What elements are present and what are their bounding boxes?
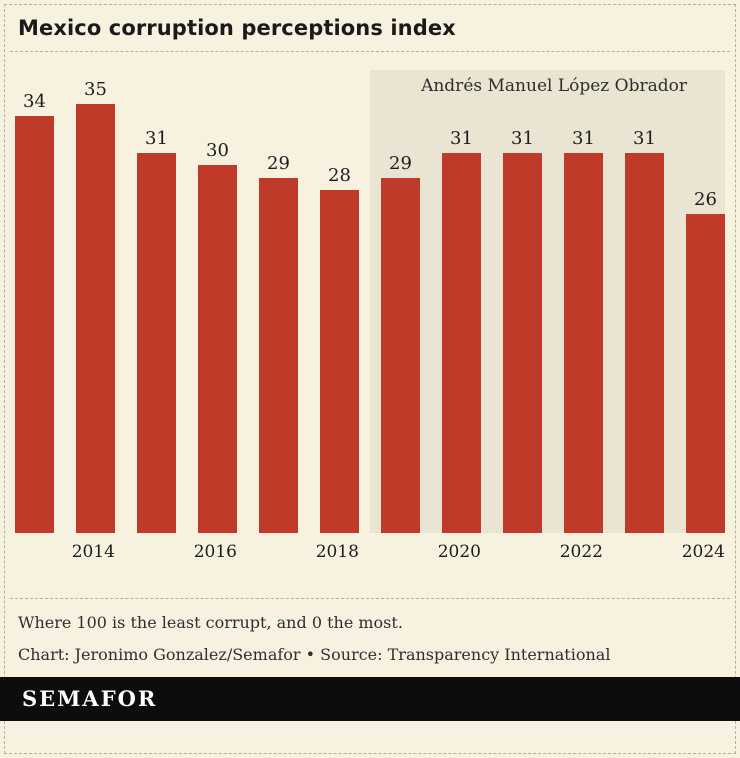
- x-tick-label: 2014: [71, 542, 115, 562]
- x-axis-labels: 2014 2016 2018 2020 2022 2024: [15, 533, 725, 563]
- bar-column: 31: [625, 56, 664, 533]
- x-tick-label: [625, 542, 660, 563]
- bar-column: 31: [564, 56, 603, 533]
- semafor-logo: SEMAFOR: [22, 686, 158, 712]
- bar-value-label: 34: [23, 91, 46, 112]
- x-tick-label: [381, 542, 416, 563]
- header-divider: [10, 51, 730, 52]
- chart-area: Andrés Manuel López Obrador 34 35 31 30 29 28…: [0, 52, 740, 563]
- x-tick-label: [503, 542, 538, 563]
- x-tick-label: [137, 542, 172, 563]
- bar-value-label: 35: [84, 79, 107, 100]
- bar-column: 35: [76, 56, 115, 533]
- bar-value-label: 30: [206, 140, 229, 161]
- bar-column: 31: [137, 56, 176, 533]
- bar: [564, 153, 603, 533]
- bar-column: 28: [320, 56, 359, 533]
- bar-column: 30: [198, 56, 237, 533]
- footer-bar: SEMAFOR: [0, 676, 740, 721]
- bar-column: 31: [442, 56, 481, 533]
- bar: [442, 153, 481, 533]
- x-tick-label: 2022: [559, 542, 603, 562]
- chart-description: Where 100 is the least corrupt, and 0 th…: [18, 613, 403, 632]
- plot-area: Andrés Manuel López Obrador 34 35 31 30 29 28…: [15, 56, 725, 533]
- amlo-annotation-label: Andrés Manuel López Obrador: [421, 76, 687, 96]
- x-tick-label: 2018: [315, 542, 359, 562]
- chart-credit: Chart: Jeronimo Gonzalez/Semafor • Sourc…: [18, 644, 611, 664]
- bar-value-label: 28: [328, 165, 351, 186]
- bar: [320, 190, 359, 533]
- x-tick-label: [259, 542, 294, 563]
- bar: [625, 153, 664, 533]
- x-tick-label: [15, 542, 50, 563]
- bar-value-label: 29: [267, 153, 290, 174]
- chart-notes: Where 100 is the least corrupt, and 0 th…: [0, 599, 740, 666]
- x-tick-label: 2020: [437, 542, 481, 562]
- x-tick-label: 2016: [193, 542, 237, 562]
- bar-column: 31: [503, 56, 542, 533]
- bar-value-label: 26: [694, 189, 717, 210]
- chart-title: Mexico corruption perceptions index: [18, 16, 456, 40]
- bar: [76, 104, 115, 533]
- bar: [15, 116, 54, 533]
- chart-header: Mexico corruption perceptions index: [0, 0, 740, 51]
- bar-value-label: 31: [511, 128, 534, 149]
- bar-column: 26: [686, 56, 725, 533]
- bar: [259, 178, 298, 533]
- bar: [198, 165, 237, 533]
- bar: [686, 214, 725, 533]
- bar-column: 29: [381, 56, 420, 533]
- amlo-term-band: [370, 70, 725, 533]
- bar-value-label: 29: [389, 153, 412, 174]
- bar-column: 34: [15, 56, 54, 533]
- bar-value-label: 31: [633, 128, 656, 149]
- bar-value-label: 31: [450, 128, 473, 149]
- bar-value-label: 31: [572, 128, 595, 149]
- x-tick-label: 2024: [681, 542, 725, 562]
- bar-value-label: 31: [145, 128, 168, 149]
- bars-row: 34 35 31 30 29 28 29 31 31 31 31 26: [15, 56, 725, 533]
- bar-column: 29: [259, 56, 298, 533]
- bar: [503, 153, 542, 533]
- bar: [381, 178, 420, 533]
- notes-divider: [10, 598, 730, 599]
- bar: [137, 153, 176, 533]
